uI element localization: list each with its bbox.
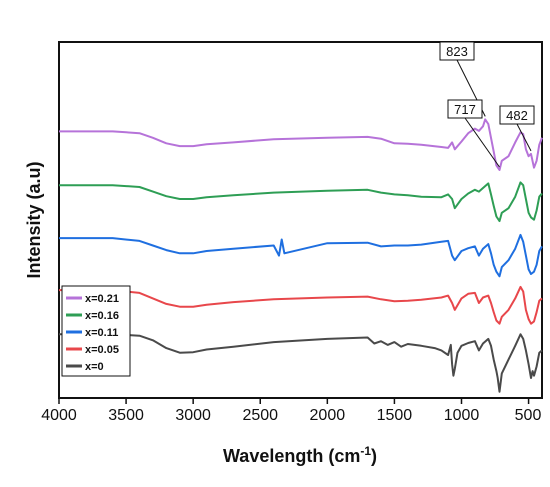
y-axis-title: Intensity (a.u) (24, 161, 44, 278)
series-line-x-0 (59, 333, 543, 393)
x-axis-ticks: 4000 3500 3000 2500 2000 1500 1000 500 (41, 398, 541, 424)
annotation-arrow-482 (516, 123, 532, 152)
legend-label: x=0.05 (85, 344, 119, 356)
plot-frame (58, 41, 543, 399)
x-tick-label: 1000 (444, 407, 480, 424)
annotation-label-717: 717 (454, 102, 476, 117)
x-tick-label: 2000 (310, 407, 346, 424)
annotation-label-823: 823 (446, 44, 468, 59)
series-line-x-0-21 (59, 118, 543, 171)
annotation-arrow-717 (464, 117, 500, 168)
series-line-x-0-11 (59, 233, 543, 278)
x-tick-label: 2500 (242, 407, 278, 424)
annotations: 823 717 482 (439, 41, 535, 168)
x-tick-label: 1500 (377, 407, 413, 424)
series-line-x-0-16 (59, 181, 543, 223)
legend-label: x=0.16 (85, 310, 119, 322)
x-tick-label: 3500 (108, 407, 144, 424)
series-line-x-0-05 (59, 285, 543, 325)
x-tick-label: 3000 (175, 407, 211, 424)
legend: x=0.21 x=0.16 x=0.11 x=0.05 x=0 (61, 285, 131, 377)
legend-label: x=0 (85, 361, 104, 373)
x-axis-title-superscript: -1 (360, 444, 371, 458)
legend-label: x=0.11 (85, 327, 118, 339)
legend-label: x=0.21 (85, 293, 119, 305)
x-axis-title-main: Wavelength (cm (223, 446, 360, 466)
x-axis-title: Wavelength (cm-1) (223, 444, 377, 466)
x-tick-label: 4000 (41, 407, 77, 424)
x-axis-title-close: ) (371, 446, 377, 466)
annotation-label-482: 482 (506, 108, 528, 123)
series-layer (59, 118, 543, 393)
x-tick-label: 500 (515, 407, 542, 424)
